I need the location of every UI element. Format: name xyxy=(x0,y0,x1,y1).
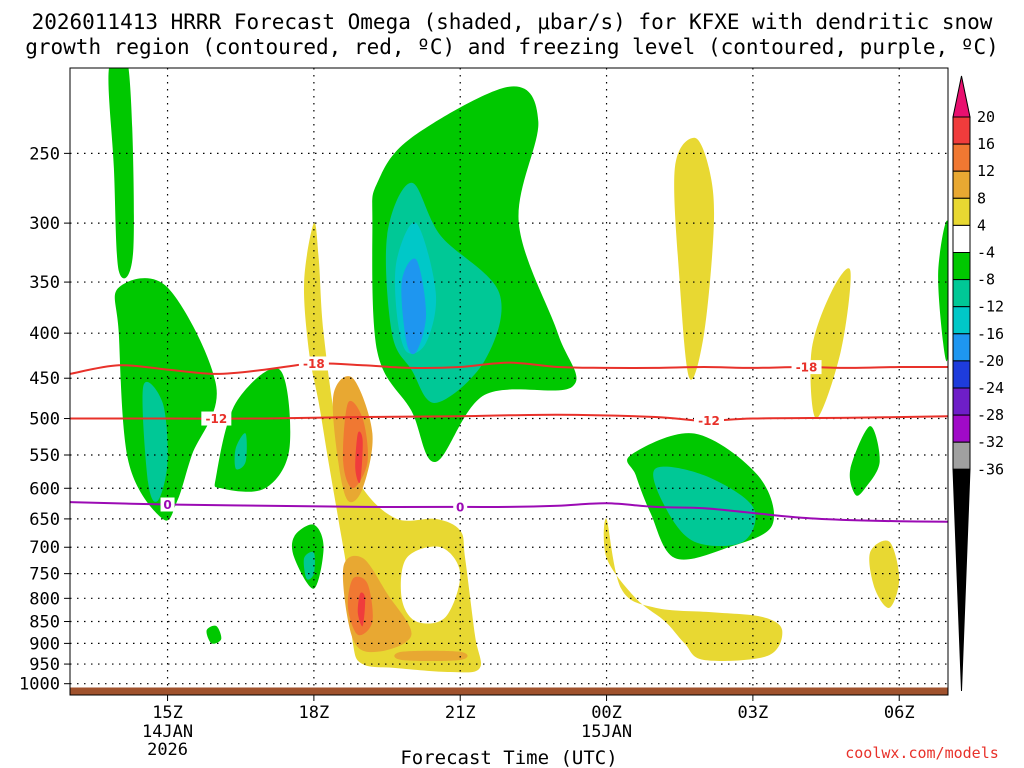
colorbar-label-20: 20 xyxy=(977,108,995,126)
x-tick-date-15JAN: 15JAN xyxy=(581,722,632,742)
colorbar-label-12: 12 xyxy=(977,162,995,180)
omega-shading xyxy=(108,68,948,673)
y-tick-label-800: 800 xyxy=(29,589,60,609)
omega-region--4-0 xyxy=(108,68,134,279)
y-tick-label-550: 550 xyxy=(29,446,60,466)
x-axis-title: Forecast Time (UTC) xyxy=(400,747,617,768)
y-tick-label-1000: 1000 xyxy=(19,675,60,695)
omega-region--4-2 xyxy=(214,368,291,492)
omega-region-4-1 xyxy=(674,137,715,380)
colorbar-bottom-arrow xyxy=(952,468,971,692)
colorbar-label-minus16: -16 xyxy=(977,325,1004,343)
colorbar-segment-8 xyxy=(952,306,971,335)
y-tick-label-700: 700 xyxy=(29,538,60,558)
y-tick-label-750: 750 xyxy=(29,565,60,585)
colorbar-segment-5 xyxy=(952,224,971,253)
omega-region--8-3 xyxy=(653,466,756,547)
omega-region--8-4 xyxy=(234,433,247,470)
omega-region-4-2 xyxy=(810,268,851,419)
colorbar-label-minus24: -24 xyxy=(977,379,1004,397)
omega-region--4-1 xyxy=(114,278,217,521)
contour-label-minus12-1: -12 xyxy=(698,414,720,428)
y-tick-label-900: 900 xyxy=(29,634,60,654)
x-tick-label-21Z: 21Z xyxy=(445,703,476,723)
colorbar-label-minus20: -20 xyxy=(977,352,1004,370)
colorbar-label-4: 4 xyxy=(977,216,986,234)
chart-title-line-2: growth region (contoured, red, ºC) and f… xyxy=(25,35,999,59)
contour-label-bg-minus18-1 xyxy=(791,360,822,375)
y-tick-label-350: 350 xyxy=(29,273,60,293)
y-tick-label-850: 850 xyxy=(29,613,60,633)
credit-text: coolwx.com/models xyxy=(845,744,999,762)
omega-region--4-8 xyxy=(206,625,222,644)
colorbar-top-arrow xyxy=(952,75,971,118)
omega-region--8-1 xyxy=(303,551,315,580)
colorbar-label-minus12: -12 xyxy=(977,298,1004,316)
colorbar-segment-11 xyxy=(952,387,971,416)
colorbar-label-minus32: -32 xyxy=(977,433,1004,451)
colorbar-label-minus4: -4 xyxy=(977,244,995,262)
colorbar-label-minus36: -36 xyxy=(977,460,1004,478)
y-tick-label-650: 650 xyxy=(29,510,60,530)
x-tick-label-15Z: 15Z xyxy=(152,703,183,723)
x-tick-label-03Z: 03Z xyxy=(738,703,769,723)
contour-label-bg-minus12-0 xyxy=(201,411,232,426)
omega-region-16-1 xyxy=(357,592,366,627)
colorbar-segment-4 xyxy=(952,197,971,226)
y-axis-ticks: 2503003504004505005506006507007508008509… xyxy=(19,144,70,695)
y-tick-label-450: 450 xyxy=(29,369,60,389)
colorbar-segment-10 xyxy=(952,360,971,389)
plot-frame xyxy=(69,67,949,696)
contour-label-0-0: 0 xyxy=(163,498,171,512)
y-tick-label-400: 400 xyxy=(29,324,60,344)
temperature-contours: -18 -18 -12 -12 0 0 xyxy=(70,356,948,523)
omega-region--4-6 xyxy=(849,426,880,496)
plot-area: -18 -18 -12 -12 0 0 xyxy=(70,68,948,695)
contour-label-bg-minus12-1 xyxy=(693,413,724,428)
chart-title-line-1: 2026011413 HRRR Forecast Omega (shaded, … xyxy=(32,10,993,34)
y-tick-label-300: 300 xyxy=(29,214,60,234)
colorbar-label-16: 16 xyxy=(977,135,995,153)
colorbar-segment-12 xyxy=(952,414,971,443)
x-tick-date-14JAN: 14JAN xyxy=(142,722,193,742)
contour-label-minus18-0: -18 xyxy=(303,357,325,371)
colorbar-label-8: 8 xyxy=(977,189,986,207)
colorbar-segment-2 xyxy=(952,143,971,172)
omega-region--16-0 xyxy=(401,258,427,355)
y-tick-label-250: 250 xyxy=(29,144,60,164)
contour-label-bg-0-0 xyxy=(160,497,175,512)
colorbar-segment-7 xyxy=(952,279,971,308)
y-tick-label-600: 600 xyxy=(29,479,60,499)
omega-region--4-7 xyxy=(938,220,948,362)
contour-line-0 xyxy=(70,501,948,523)
contour-label-minus18-1: -18 xyxy=(796,361,818,375)
contour-label-minus12-0: -12 xyxy=(205,412,227,426)
colorbar-segment-6 xyxy=(952,252,971,281)
surface-ground-band xyxy=(70,687,948,695)
contour-label-bg-minus18-0 xyxy=(298,356,329,371)
omega-region-16-0 xyxy=(355,431,363,484)
x-tick-year-2026: 2026 xyxy=(147,740,188,760)
omega-region--8-0 xyxy=(142,381,168,502)
x-tick-label-06Z: 06Z xyxy=(884,703,915,723)
x-tick-label-00Z: 00Z xyxy=(591,703,622,723)
colorbar-label-minus28: -28 xyxy=(977,406,1004,424)
y-tick-label-500: 500 xyxy=(29,410,60,430)
colorbar-label-minus8: -8 xyxy=(977,271,995,289)
omega-region-4-4 xyxy=(869,540,900,608)
contour-label-bg-0-1 xyxy=(453,499,468,514)
omega-neutral-pocket xyxy=(400,546,461,624)
colorbar-segment-3 xyxy=(952,170,971,199)
omega-region-8-2 xyxy=(394,650,468,662)
colorbar-segment-13 xyxy=(952,441,971,470)
contour-label-0-1: 0 xyxy=(456,500,464,514)
omega-region-4-3 xyxy=(603,518,783,661)
colorbar-segment-1 xyxy=(952,116,971,145)
x-tick-label-18Z: 18Z xyxy=(299,703,330,723)
colorbar: 20 16 12 8 4 -4 -8 -12 -16 -20 -24 -28 -32 -36 xyxy=(952,75,1004,692)
y-tick-label-950: 950 xyxy=(29,655,60,675)
colorbar-segment-9 xyxy=(952,333,971,362)
